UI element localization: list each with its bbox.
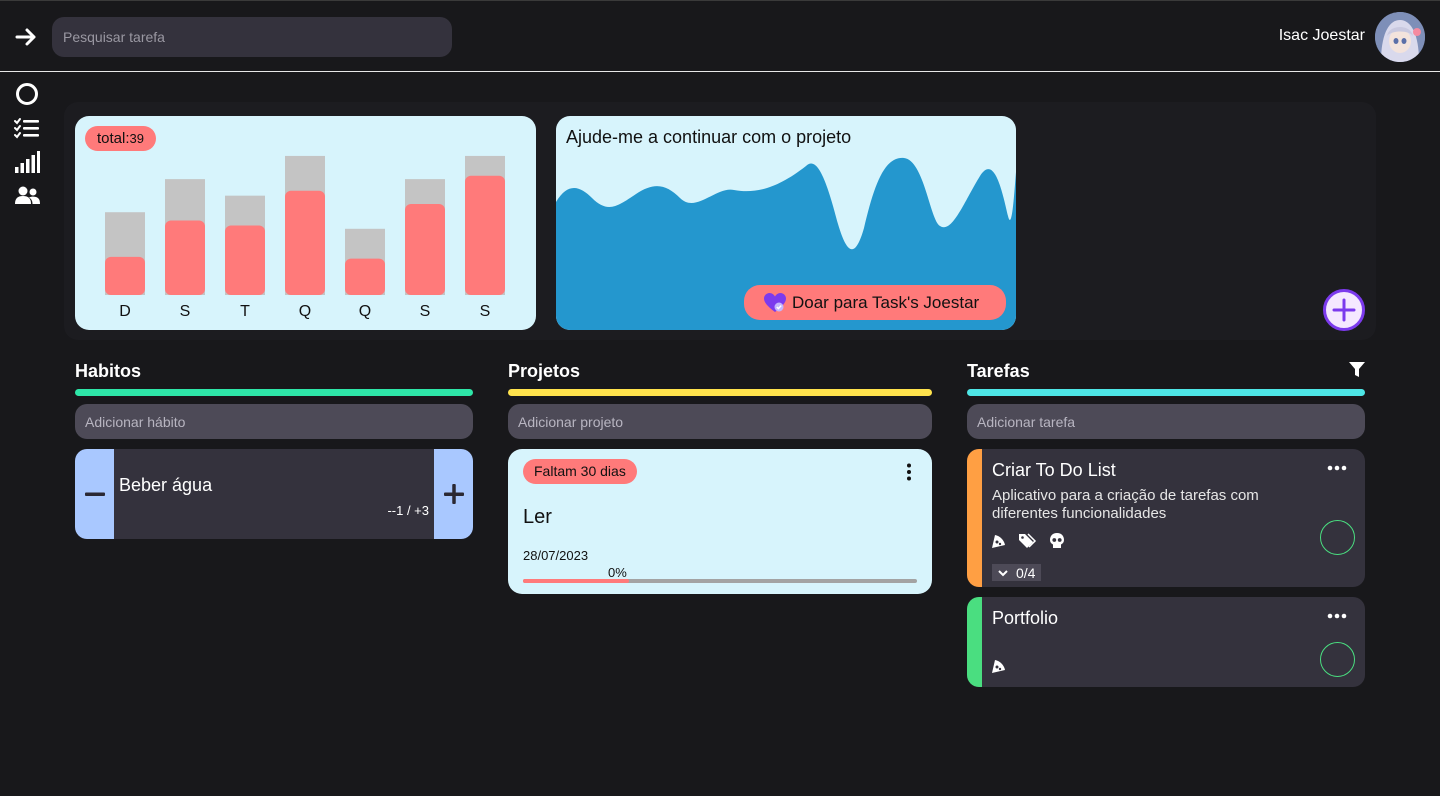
avatar[interactable] [1375, 12, 1425, 62]
task-card[interactable]: Portfolio [967, 597, 1365, 687]
task-complete-checkbox[interactable] [1320, 642, 1355, 677]
skull-icon [1050, 533, 1064, 548]
add-widget-button[interactable] [1323, 289, 1365, 331]
bar-done-0 [105, 256, 145, 295]
bar-done-1 [165, 220, 205, 295]
plus-icon [1332, 298, 1356, 322]
task-color-stripe [967, 449, 982, 587]
donation-card: Ajude-me a continuar com o projeto Doar … [556, 116, 1016, 330]
project-card[interactable]: Faltam 30 dias Ler 28/07/2023 0% [508, 449, 932, 594]
tasks-accent-bar [967, 389, 1365, 396]
day-label-3: Q [299, 303, 311, 320]
progress-fill [523, 579, 630, 583]
bar-done-2 [225, 225, 265, 295]
task-complete-checkbox[interactable] [1320, 520, 1355, 555]
user-name: Isac Joestar [1278, 27, 1365, 44]
more-options-icon[interactable] [1327, 611, 1347, 621]
task-icons [991, 658, 1007, 674]
bar-done-3 [285, 190, 325, 295]
progress-track [523, 579, 917, 583]
habits-title: Habitos [75, 361, 142, 381]
project-progress-label: 0% [608, 565, 627, 580]
subtask-toggle[interactable]: 0/4 [992, 564, 1042, 581]
habit-card: Beber água --1 / +3 [75, 449, 473, 539]
users-icon[interactable] [14, 183, 40, 209]
day-label-5: S [420, 303, 431, 320]
donate-label: Doar para Task's Joestar [792, 292, 980, 312]
checklist-icon[interactable] [14, 115, 40, 141]
total-label: total: [97, 130, 130, 147]
day-label-1: S [180, 303, 191, 320]
heart-icon [764, 292, 786, 312]
donation-title: Ajude-me a continuar com o projeto [566, 127, 852, 147]
bar-done-5 [405, 203, 445, 295]
projects-title: Projetos [508, 361, 581, 381]
tags-icon [1019, 533, 1037, 548]
more-options-icon[interactable] [1327, 463, 1347, 473]
habit-increment-button[interactable] [434, 449, 473, 539]
habit-name: Beber água [119, 475, 213, 495]
kebab-menu-icon[interactable] [901, 463, 917, 481]
plus-icon [443, 484, 464, 504]
project-name: Ler [523, 506, 552, 528]
minus-icon [84, 492, 105, 496]
progress-circle-icon[interactable] [14, 81, 40, 107]
donate-button[interactable]: Doar para Task's Joestar [744, 285, 1006, 320]
filter-icon[interactable] [1349, 362, 1365, 378]
add-task-input[interactable] [967, 404, 1365, 439]
chevron-down-icon [998, 569, 1008, 576]
bar-done-4 [345, 258, 385, 295]
task-title: Portfolio [992, 608, 1059, 628]
total-value: 39 [129, 131, 144, 146]
top-bar: Isac Joestar [0, 0, 1440, 72]
pizza-icon [992, 660, 1005, 673]
weekly-chart-card: total:39 D S T Q Q S S [75, 116, 536, 330]
projects-accent-bar [508, 389, 932, 396]
tasks-title: Tarefas [967, 361, 1030, 381]
task-card[interactable]: Criar To Do List Aplicativo para a criaç… [967, 449, 1365, 587]
day-label-6: S [480, 303, 491, 320]
habit-decrement-button[interactable] [75, 449, 114, 539]
task-icons [991, 533, 1065, 549]
project-date: 28/07/2023 [523, 548, 589, 563]
day-label-2: T [240, 303, 250, 320]
arrow-right-icon[interactable] [14, 25, 38, 49]
add-habit-input[interactable] [75, 404, 473, 439]
task-title: Criar To Do List [992, 460, 1116, 480]
add-project-input[interactable] [508, 404, 932, 439]
bar-done-6 [465, 175, 505, 295]
total-badge: total:39 [85, 126, 156, 151]
habits-accent-bar [75, 389, 473, 396]
subtask-count: 0/4 [1016, 564, 1036, 581]
habit-count: --1 / +3 [387, 503, 429, 518]
task-color-stripe [967, 597, 982, 687]
days-left-badge: Faltam 30 dias [523, 459, 637, 484]
task-description: Aplicativo para a criação de tarefas com… [992, 487, 1259, 522]
search-input[interactable] [52, 17, 452, 57]
day-label-0: D [119, 303, 131, 320]
avatar-image [1375, 12, 1425, 62]
day-label-4: Q [359, 303, 371, 320]
pizza-icon [992, 535, 1005, 548]
signal-bars-icon[interactable] [14, 149, 40, 175]
